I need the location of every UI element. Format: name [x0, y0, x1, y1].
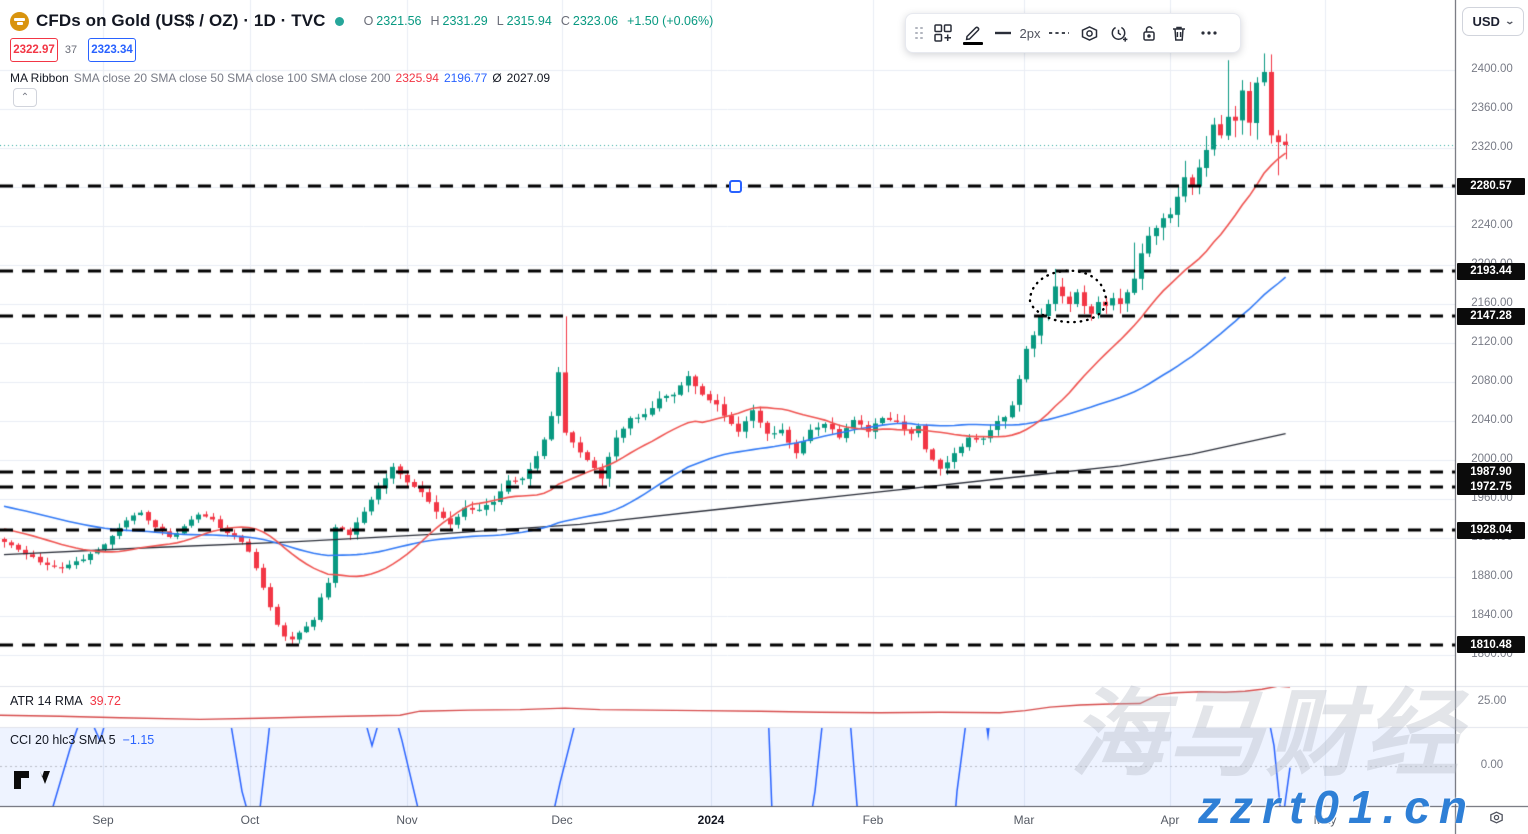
cci-label: CCI 20 hlc3 SMA 5 [10, 733, 116, 747]
low-label: L [496, 14, 504, 28]
color-pencil-icon[interactable] [958, 18, 988, 48]
atr-label: ATR 14 RMA [10, 694, 83, 708]
price-axis-label: 1840.00 [1471, 609, 1513, 621]
ma-ribbon-name: MA Ribbon [10, 71, 69, 85]
delete-icon[interactable] [1164, 18, 1194, 48]
indicator-axis-label: 25.00 [1477, 695, 1507, 707]
ma-ribbon-legend[interactable]: MA Ribbon SMA close 20 SMA close 50 SMA … [10, 71, 713, 85]
time-axis-label: Mar [1013, 813, 1035, 827]
current-color-swatch [962, 41, 983, 45]
price-axis-label: 2360.00 [1471, 102, 1513, 114]
sma50-value: 2196.77 [443, 71, 488, 85]
time-axis-label: Sep [92, 813, 114, 827]
price-axis-label: 2040.00 [1471, 414, 1513, 426]
level-price-label: 1987.90 [1457, 463, 1525, 481]
low-value: 2315.94 [506, 14, 552, 28]
chevron-down-icon: ⌄ [1504, 16, 1516, 26]
ohlc-values: O 2321.56 H 2331.29 L 2315.94 C 2323.06 +1.5… [358, 14, 714, 28]
market-status-dot[interactable] [334, 16, 344, 26]
indicator-axis-label: 0.00 [1480, 759, 1504, 771]
close-value: 2323.06 [572, 14, 619, 28]
high-value: 2331.29 [442, 14, 488, 28]
change-value: +1.50 (+0.06%) [627, 14, 714, 28]
time-axis-label: Oct [240, 813, 260, 827]
more-options-icon[interactable] [1194, 18, 1224, 48]
line-width-label[interactable]: 2px [1019, 25, 1041, 41]
toolbar-drag-handle[interactable] [910, 26, 928, 40]
time-axis-label: Apr [1160, 813, 1180, 827]
collapse-legend-button[interactable]: ⌃ [13, 88, 37, 107]
chart-legend: CFDs on Gold (US$ / OZ) · 1D · TVC O 2321… [10, 10, 713, 85]
level-price-label: 2147.28 [1457, 307, 1525, 325]
time-axis-label: Feb [862, 813, 884, 827]
ma-ribbon-params: SMA close 20 SMA close 50 SMA close 100 … [73, 71, 391, 85]
buy-button[interactable]: 2323.34 [88, 38, 136, 62]
tradingview-logo[interactable] [13, 768, 77, 797]
unlock-icon[interactable] [1134, 18, 1164, 48]
scale-settings-gear-icon[interactable] [1488, 809, 1505, 831]
open-value: 2321.56 [376, 14, 422, 28]
price-axis-label: 2080.00 [1471, 375, 1513, 387]
time-axis-label: Dec [551, 813, 573, 827]
spread-countdown: 37 [64, 44, 78, 56]
avg-value: 2027.09 [506, 71, 551, 85]
cci-legend[interactable]: CCI 20 hlc3 SMA 5 −1.15 [10, 733, 154, 747]
atr-value: 39.72 [89, 694, 121, 708]
template-icon[interactable] [928, 18, 958, 48]
price-axis-label: 2320.00 [1471, 141, 1513, 153]
drawing-selection-handle[interactable] [729, 180, 742, 193]
settings-icon[interactable] [1074, 18, 1104, 48]
sell-button[interactable]: 2322.97 [10, 38, 58, 62]
level-price-label: 2280.57 [1457, 177, 1525, 195]
price-axis-label: 2400.00 [1471, 63, 1513, 75]
price-axis-label: 2160.00 [1471, 297, 1513, 309]
time-axis-label: May [1313, 813, 1337, 827]
level-price-label: 1810.48 [1457, 636, 1525, 654]
line-width-icon[interactable] [988, 18, 1018, 48]
price-axis-label: 2240.00 [1471, 219, 1513, 231]
currency-selector[interactable]: USD ⌄ [1462, 7, 1524, 36]
add-alert-icon[interactable] [1104, 18, 1134, 48]
drawing-toolbar: 2px [905, 13, 1241, 53]
level-price-label: 1928.04 [1457, 521, 1525, 539]
symbol-title[interactable]: CFDs on Gold (US$ / OZ) · 1D · TVC [36, 11, 326, 30]
price-axis-label: 2000.00 [1471, 453, 1513, 465]
high-label: H [430, 14, 440, 28]
time-axis-label: 2024 [697, 813, 725, 827]
close-label: C [560, 14, 570, 28]
open-label: O [363, 14, 374, 28]
level-price-label: 1972.75 [1457, 478, 1525, 496]
cci-value: −1.15 [122, 733, 155, 747]
atr-legend[interactable]: ATR 14 RMA 39.72 [10, 694, 121, 708]
sma20-value: 2325.94 [395, 71, 439, 85]
price-axis-label: 1880.00 [1471, 570, 1513, 582]
currency-label: USD [1472, 14, 1500, 29]
price-axis-label: 2120.00 [1471, 336, 1513, 348]
level-price-label: 2193.44 [1457, 262, 1525, 280]
line-style-icon[interactable] [1044, 18, 1074, 48]
avg-symbol: Ø [492, 71, 502, 85]
gold-coin-icon [10, 11, 29, 31]
time-axis-label: Nov [396, 813, 418, 827]
